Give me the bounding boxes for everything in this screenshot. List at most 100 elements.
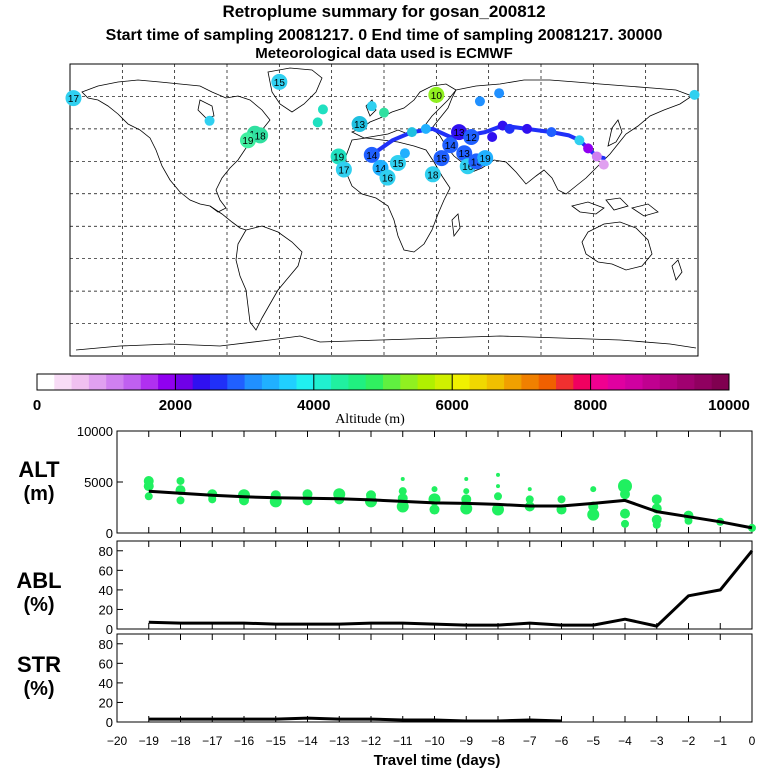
x-tick-label: −19: [139, 734, 160, 748]
plume-marker-dot: [477, 150, 494, 167]
plume-marker-label: 13: [354, 120, 366, 131]
coast-north-america: [81, 79, 271, 213]
map-gridlines: [70, 64, 698, 356]
plume-marker: [689, 89, 700, 100]
colorbar-swatch: [210, 374, 228, 390]
plume-marker: [591, 151, 602, 162]
plume-marker: 17: [65, 90, 82, 107]
x-tick-label: −11: [393, 734, 413, 748]
colorbar-swatch: [590, 374, 609, 390]
plume-marker: 10: [428, 86, 445, 103]
colorbar-tick-label: 8000: [574, 397, 607, 414]
plume-marker-dot: [420, 123, 431, 134]
coastlines: [75, 67, 697, 351]
plume-marker-dot: [271, 73, 288, 90]
abl-panel: 0 20 40 60 80: [99, 540, 754, 637]
coast-south-america: [235, 225, 303, 331]
plume-marker-label: 15: [274, 78, 286, 89]
colorbar-swatch: [71, 374, 90, 390]
plume-marker: 14: [363, 146, 380, 163]
x-tick-label: −7: [523, 734, 537, 748]
colorbar-swatch: [313, 374, 332, 390]
x-tick-label: −18: [170, 734, 191, 748]
plume-marker-label: 13: [453, 128, 465, 139]
colorbar-tick-label: 2000: [159, 397, 192, 414]
plume-marker-label: 17: [68, 94, 80, 105]
plume-marker-label: 13: [471, 157, 483, 168]
alt-sample-dot: [651, 494, 662, 505]
coast-asia: [431, 79, 693, 195]
alt-sample-dot: [208, 495, 217, 504]
colorbar-swatch: [400, 374, 419, 390]
plume-marker: 13: [456, 145, 473, 162]
colorbar-swatch: [348, 374, 367, 390]
altitude-colorbar: 0 2000 4000 6000 8000 10000: [33, 373, 750, 414]
colorbar-swatch: [37, 374, 55, 390]
plume-marker: 18: [252, 127, 269, 144]
colorbar-tick-label: 0: [33, 397, 41, 414]
plume-marker: 15: [271, 73, 288, 90]
plume-marker: 19: [477, 150, 494, 167]
plume-marker-dot: [689, 89, 700, 100]
plume-marker-dot: [335, 161, 352, 178]
plume-marker: 15: [389, 154, 406, 171]
plume-marker-label: 14: [366, 151, 378, 162]
plume-marker: 16: [379, 169, 396, 186]
plume-marker-dot: [204, 115, 215, 126]
alt-label: ALT: [18, 457, 60, 482]
colorbar-swatch: [158, 374, 176, 390]
alt-sample-dot: [620, 508, 630, 519]
str-panel: 0 20 40 60 80: [99, 633, 753, 730]
plume-markers: 1717191819171514141615181514131316121319…: [65, 73, 700, 186]
colorbar-swatch: [192, 374, 211, 390]
alt-sample-dot: [431, 486, 438, 493]
plume-marker: 19: [330, 148, 347, 165]
plume-marker-dot: [406, 127, 417, 138]
x-tick-label: −16: [234, 734, 255, 748]
alt-sample-dot: [144, 492, 153, 501]
plume-marker: [317, 104, 328, 115]
x-tick-label: −14: [297, 734, 318, 748]
plume-marker-label: 19: [480, 154, 492, 165]
colorbar-swatch: [452, 374, 470, 390]
plume-marker-label: 15: [436, 154, 448, 165]
plume-marker-dot: [583, 143, 594, 154]
coast-greenland: [267, 67, 323, 113]
colorbar-swatch: [106, 374, 124, 390]
plume-marker: 18: [424, 166, 441, 183]
str-label: STR: [17, 652, 61, 677]
plume-marker: 19: [239, 132, 256, 149]
y-tick-label: 0: [106, 715, 113, 730]
plume-marker: 17: [335, 161, 352, 178]
plume-marker: [494, 88, 505, 99]
alt-sample-dot: [396, 500, 409, 513]
plume-marker-dot: [330, 148, 347, 165]
x-tick-label: −2: [682, 734, 696, 748]
plume-marker-dot: [312, 117, 323, 128]
plume-marker: [399, 148, 410, 159]
colorbar-swatch: [677, 374, 695, 390]
plume-marker-dot: [456, 145, 473, 162]
colorbar-swatch: [469, 374, 488, 390]
plume-marker-dot: [399, 148, 410, 159]
alt-sample-dot: [398, 487, 407, 496]
plume-marker-dot: [351, 116, 368, 133]
colorbar-swatch: [521, 374, 540, 390]
plume-marker: 15: [433, 150, 450, 167]
alt-sample-dot: [496, 472, 500, 477]
colorbar-swatch: [279, 374, 297, 390]
plume-marker-dot: [504, 123, 515, 134]
plume-marker-dot: [424, 166, 441, 183]
alt-sample-dot: [460, 502, 473, 515]
x-tick-label: −8: [491, 734, 505, 748]
plume-marker-dot: [363, 146, 380, 163]
x-tick-label: −9: [459, 734, 473, 748]
alt-sample-dot: [143, 481, 154, 492]
plume-marker: [312, 117, 323, 128]
colorbar-swatch: [261, 374, 280, 390]
alt-sample-dot: [590, 486, 597, 493]
coast-australia: [581, 221, 653, 271]
colorbar-swatch: [625, 374, 643, 390]
plume-marker-label: 19: [242, 136, 254, 147]
